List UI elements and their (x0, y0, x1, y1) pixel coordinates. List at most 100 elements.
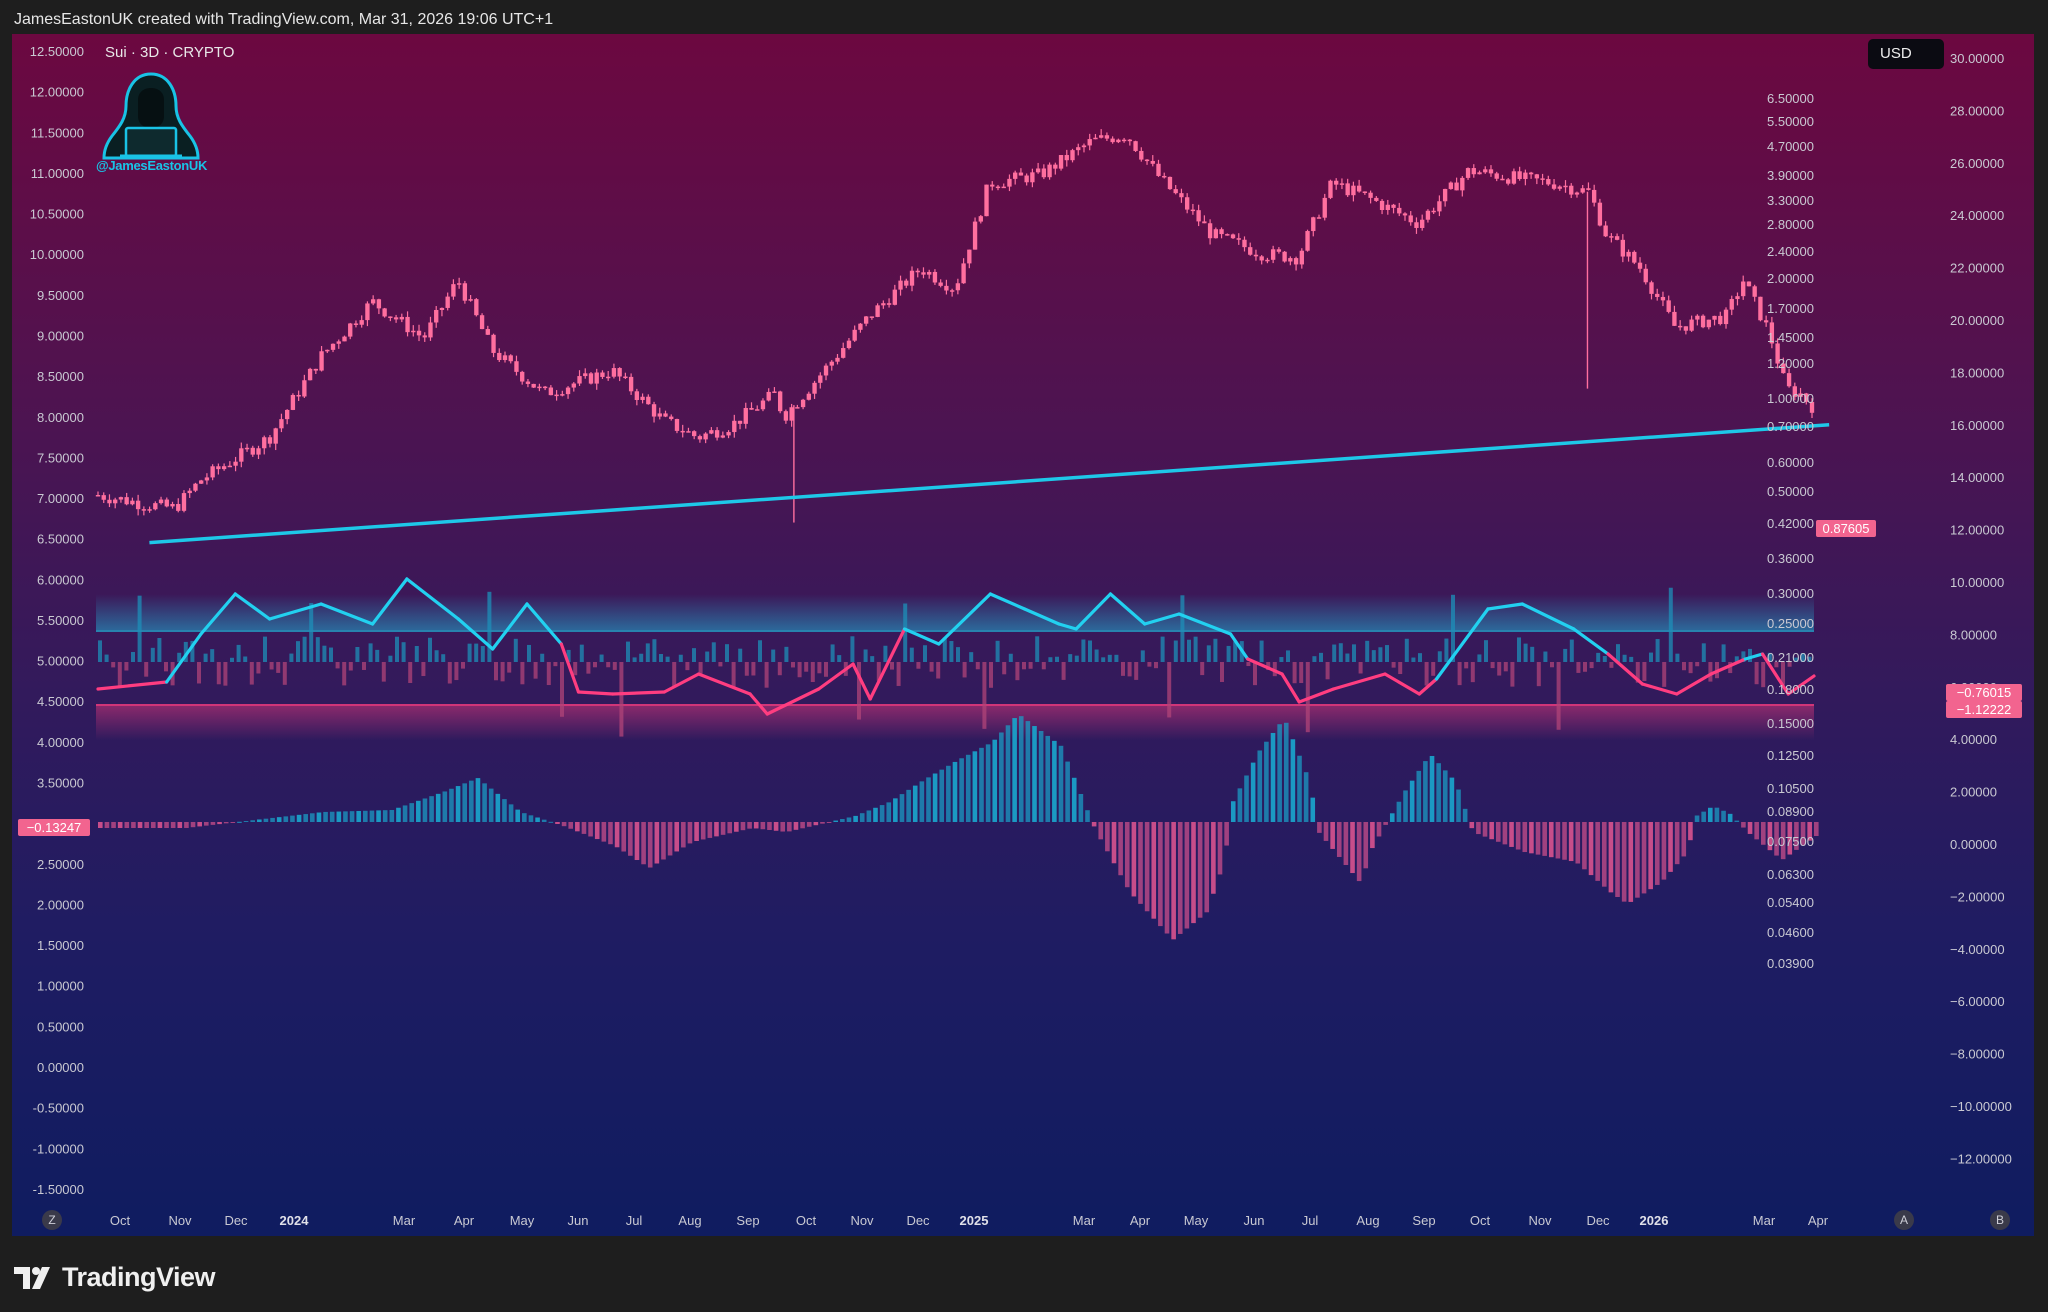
candle (239, 442, 244, 468)
oscillator-bar (1503, 662, 1508, 672)
currency-button[interactable]: USD (1868, 39, 1944, 69)
histogram-bar (1310, 797, 1316, 822)
histogram-bar (528, 815, 534, 822)
oscillator-line-segment (1057, 622, 1078, 631)
candle (227, 461, 233, 468)
candle (1614, 233, 1620, 241)
candle (1265, 257, 1270, 264)
histogram-bar (177, 822, 183, 828)
candle-body (1162, 175, 1167, 178)
candle-body (944, 285, 949, 291)
oscillator-bar (903, 603, 908, 662)
oscillator-bar (771, 649, 776, 662)
candle (233, 456, 238, 472)
histogram-bar (1078, 794, 1084, 822)
histogram-bar (846, 817, 852, 822)
candle-body (1276, 249, 1282, 252)
candle-body (147, 509, 152, 511)
candle-body (376, 299, 382, 309)
candle-body (1339, 183, 1345, 185)
oscillator-line-segment (559, 642, 581, 694)
candle-body (789, 407, 794, 421)
oscillator-bar (1319, 652, 1323, 662)
candle (1316, 214, 1322, 219)
histogram-bar (1303, 772, 1309, 822)
oscillator-bar (1655, 639, 1660, 662)
histogram-bar (1224, 822, 1229, 846)
candle-body (1351, 185, 1356, 196)
oscillator-line-segment (1675, 672, 1713, 696)
candle-body (411, 330, 416, 333)
histogram-bar (859, 813, 865, 822)
histogram-bar (1681, 822, 1687, 857)
timezone-button[interactable]: Z (42, 1210, 62, 1230)
candle (1007, 174, 1012, 192)
histogram-bar (1184, 822, 1190, 929)
oscillator-bar (942, 637, 947, 662)
oscillator-line-segment (1786, 674, 1816, 696)
candle-body (714, 430, 720, 438)
oscillator-bar (1008, 653, 1013, 662)
candle-body (949, 290, 955, 292)
histogram-bar (575, 822, 580, 832)
histogram-bar (369, 810, 375, 822)
oscillator-bar (1563, 648, 1568, 662)
candle (124, 492, 129, 506)
tradingview-logo[interactable]: TradingView (14, 1262, 216, 1293)
oscillator-bar (698, 662, 703, 674)
histogram-bar (1641, 822, 1647, 894)
oscillator-bar (870, 656, 875, 662)
right-scale-button[interactable]: B (1990, 1210, 2010, 1230)
candle (565, 386, 571, 399)
candle-body (1018, 172, 1024, 176)
histogram-bar (767, 822, 772, 830)
oscillator-bar (150, 647, 155, 662)
right-axis-tick: 30.00000 (1950, 51, 2004, 66)
histogram-bar (641, 822, 646, 865)
candle-body (1500, 178, 1505, 181)
candle-body (1488, 169, 1494, 174)
oscillator-bar (322, 645, 327, 662)
histogram-bar (1257, 750, 1263, 822)
oscillator-bar (612, 662, 617, 670)
candle (1179, 188, 1184, 203)
histogram-bar (1105, 822, 1110, 852)
candle-body (1024, 175, 1029, 183)
left-axis-tick: 4.00000 (37, 735, 84, 750)
candle-body (1213, 229, 1218, 239)
histogram-bar (144, 822, 149, 828)
oscillator-line-segment (696, 672, 752, 696)
oscillator-bar (645, 643, 650, 662)
auto-scale-button[interactable]: A (1894, 1210, 1914, 1230)
candle (210, 464, 215, 481)
candle (1626, 249, 1631, 262)
candle (1700, 314, 1706, 329)
oscillator-bar (711, 642, 716, 662)
candle (955, 278, 961, 295)
candle-body (1265, 259, 1270, 262)
candle (256, 445, 261, 460)
candle-body (565, 387, 571, 395)
price-chart[interactable]: 12.50000 12.00000 11.50000 11.00000 10.50000… (12, 34, 2034, 1236)
candle (1546, 175, 1551, 186)
histogram-bar (919, 781, 925, 822)
candle (1374, 196, 1379, 202)
histogram-bar (1164, 822, 1170, 934)
oscillator-bar (672, 662, 677, 687)
chart-frame[interactable]: 12.50000 12.00000 11.50000 11.00000 10.50000… (12, 34, 2034, 1236)
histogram-bar (1462, 808, 1468, 822)
left-axis-tick: 10.00000 (30, 247, 84, 262)
oscillator-bar (243, 656, 248, 662)
histogram-bar (899, 794, 905, 822)
candle-body (1718, 315, 1723, 325)
oscillator-bar (309, 603, 314, 662)
candle-body (1672, 311, 1677, 326)
candle (1150, 155, 1155, 167)
oscillator-line-segment (1520, 602, 1576, 631)
oscillator-bar (190, 640, 195, 662)
price-axis-tick: 1.00000 (1767, 391, 1814, 406)
oscillator-label-2-bg (1946, 701, 2022, 718)
oscillator-bar (1206, 645, 1211, 662)
histogram-bar (204, 822, 209, 826)
candle-body (1712, 315, 1717, 320)
